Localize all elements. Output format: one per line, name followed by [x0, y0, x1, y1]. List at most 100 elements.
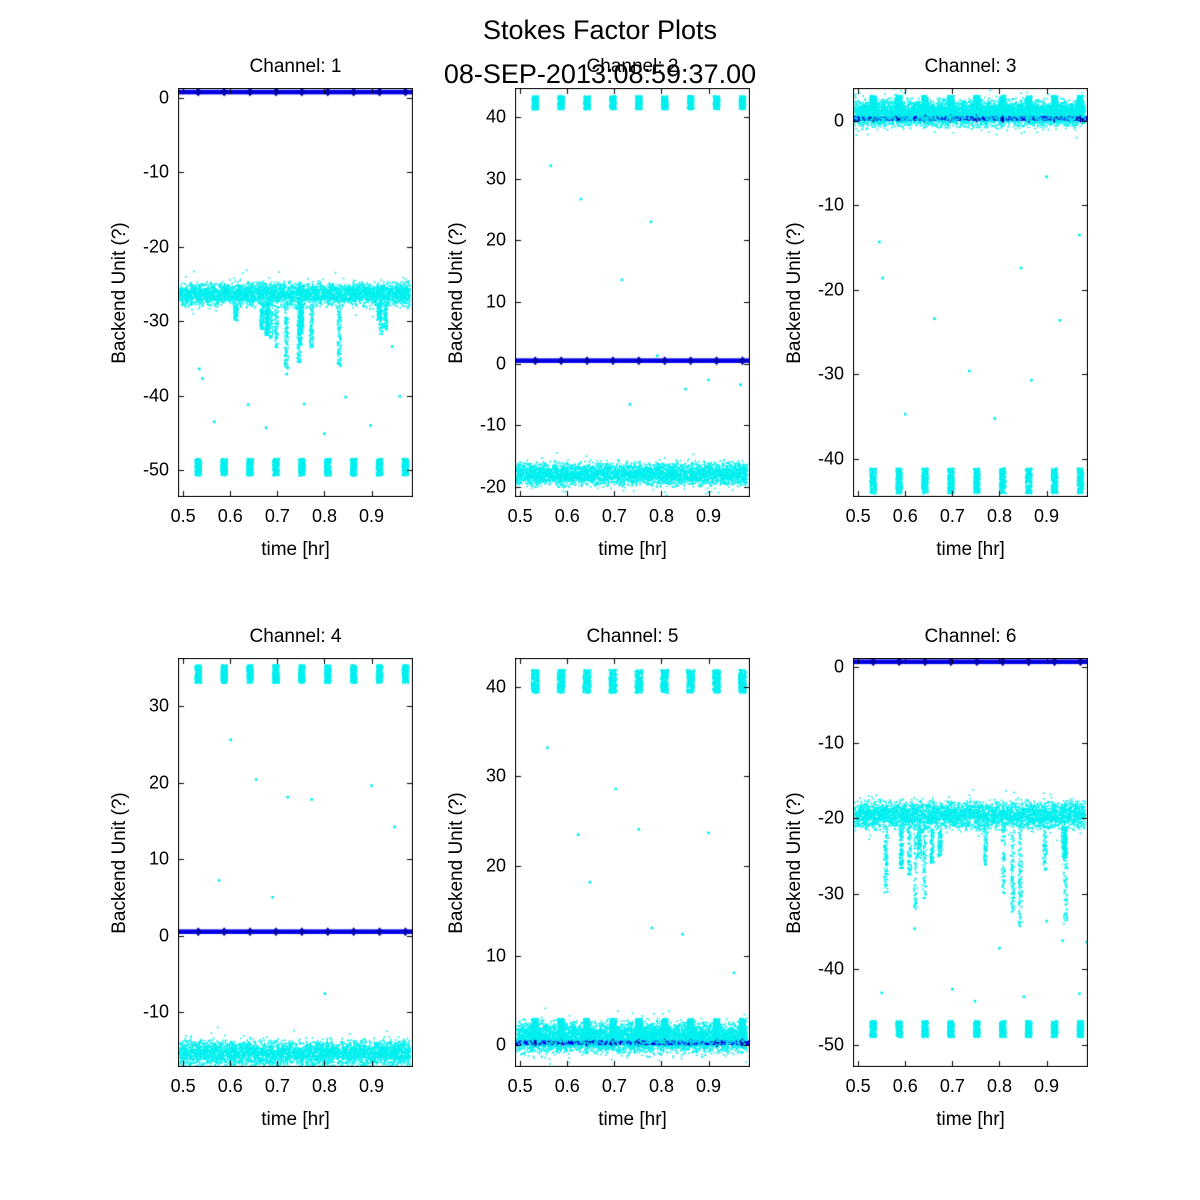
y-tick-label: -30	[142, 310, 169, 331]
x-axis-label: time [hr]	[936, 1109, 1005, 1130]
x-tick-label: 0.8	[986, 506, 1012, 526]
y-tick-label: 40	[485, 106, 506, 127]
y-tick-label: 20	[148, 772, 169, 793]
y-tick-label: -10	[479, 414, 506, 435]
y-tick-label: 10	[485, 291, 506, 312]
y-tick-label: 10	[148, 848, 169, 869]
plot-area-channel-4	[178, 658, 413, 1067]
y-tick-label: -50	[817, 1034, 844, 1055]
x-tick-label: 0.8	[986, 1076, 1012, 1096]
y-axis-label-text: Backend Unit (?)	[109, 221, 131, 364]
x-tick-label: 0.7	[264, 1076, 290, 1096]
x-tick-label: 0.8	[311, 506, 337, 526]
x-tick-label: 0.7	[939, 1076, 965, 1096]
y-tick-label: 0	[833, 110, 844, 131]
x-tick-label: 0.9	[696, 1076, 722, 1096]
figure-title: Stokes Factor Plots	[482, 15, 718, 45]
y-tick-label: -10	[142, 161, 169, 182]
y-tick-label: -40	[817, 448, 844, 469]
x-axis-label: time [hr]	[598, 539, 667, 560]
subplot-channel-6: Channel: 6 Backend Unit (?) time [hr] 0 -…	[784, 626, 1088, 1130]
plot-area-channel-6	[853, 658, 1088, 1067]
y-axis-label: Backend Unit (?)	[445, 658, 469, 1067]
x-tick-label: 0.5	[170, 506, 196, 526]
subplot-title: Channel: 1	[249, 56, 342, 77]
y-axis-label: Backend Unit (?)	[783, 88, 807, 497]
y-tick-label: -40	[817, 958, 844, 979]
y-axis-label: Backend Unit (?)	[445, 88, 469, 497]
y-axis-label: Backend Unit (?)	[108, 88, 132, 497]
y-tick-label: -40	[142, 385, 169, 406]
y-tick-label: 30	[485, 765, 506, 786]
x-tick-label: 0.7	[264, 506, 290, 526]
x-tick-label: 0.9	[1034, 506, 1060, 526]
x-tick-label: 0.9	[1034, 1076, 1060, 1096]
x-tick-label: 0.6	[554, 506, 580, 526]
subplot-channel-5: Channel: 5 Backend Unit (?) time [hr] 0 1…	[446, 626, 750, 1130]
x-axis-label: time [hr]	[598, 1109, 667, 1130]
x-tick-label: 0.9	[359, 506, 385, 526]
y-axis-label-text: Backend Unit (?)	[784, 791, 806, 934]
x-tick-label: 0.6	[892, 506, 918, 526]
x-tick-label: 0.7	[939, 506, 965, 526]
y-axis-label-text: Backend Unit (?)	[446, 221, 468, 364]
y-tick-label: 0	[158, 87, 169, 108]
plot-area-channel-3	[853, 88, 1088, 497]
subplot-title: Channel: 5	[586, 626, 679, 647]
y-tick-label: 30	[485, 168, 506, 189]
y-tick-label: -20	[479, 476, 506, 497]
x-tick-label: 0.7	[601, 506, 627, 526]
subplot-channel-4: Channel: 4 Backend Unit (?) time [hr] 30…	[109, 626, 413, 1130]
subplot-title: Channel: 2	[586, 56, 679, 77]
x-tick-label: 0.6	[217, 506, 243, 526]
x-axis-label: time [hr]	[936, 539, 1005, 560]
y-tick-label: -50	[142, 459, 169, 480]
x-tick-label: 0.9	[359, 1076, 385, 1096]
y-axis-label-text: Backend Unit (?)	[109, 791, 131, 934]
subplot-title: Channel: 4	[249, 626, 342, 647]
subplot-channel-2: Channel: 2 Backend Unit (?) time [hr] 40…	[446, 56, 750, 560]
x-tick-label: 0.6	[217, 1076, 243, 1096]
x-tick-label: 0.8	[648, 506, 674, 526]
plot-area-channel-1	[178, 88, 413, 497]
x-tick-label: 0.9	[696, 506, 722, 526]
x-axis-label: time [hr]	[261, 1109, 330, 1130]
y-axis-label-text: Backend Unit (?)	[784, 221, 806, 364]
y-tick-label: 20	[485, 855, 506, 876]
figure-subtitle-timestamp: 08-SEP-2013:08:59:37.00	[443, 59, 757, 89]
y-tick-label: 40	[485, 676, 506, 697]
subplot-channel-1: Channel: 1 Backend Unit (?) time [hr] 0 -…	[109, 56, 413, 560]
x-tick-label: 0.7	[601, 1076, 627, 1096]
y-tick-label: -20	[817, 279, 844, 300]
y-tick-label: -10	[142, 1001, 169, 1022]
y-tick-label: -10	[817, 732, 844, 753]
y-tick-label: -20	[817, 807, 844, 828]
y-tick-label: 20	[485, 229, 506, 250]
x-tick-label: 0.5	[507, 506, 533, 526]
y-axis-label: Backend Unit (?)	[108, 658, 132, 1067]
x-tick-label: 0.8	[311, 1076, 337, 1096]
x-tick-label: 0.6	[554, 1076, 580, 1096]
y-tick-label: 0	[158, 925, 169, 945]
x-tick-label: 0.8	[648, 1076, 674, 1096]
y-tick-label: 0	[495, 1034, 506, 1055]
y-axis-label: Backend Unit (?)	[783, 658, 807, 1067]
x-axis-label: time [hr]	[261, 539, 330, 560]
y-tick-label: 0	[495, 353, 506, 374]
y-tick-label: -30	[817, 883, 844, 904]
subplot-channel-3: Channel: 3 Backend Unit (?) time [hr] 0 -…	[784, 56, 1088, 560]
plot-area-channel-5	[515, 658, 750, 1067]
x-tick-label: 0.5	[845, 1076, 871, 1096]
y-tick-label: 30	[148, 695, 169, 716]
subplot-title: Channel: 3	[924, 56, 1017, 77]
x-tick-label: 0.5	[170, 1076, 196, 1096]
plot-area-channel-2	[515, 88, 750, 497]
y-tick-label: -30	[817, 363, 844, 384]
y-tick-label: 10	[485, 945, 506, 966]
y-axis-label-text: Backend Unit (?)	[446, 791, 468, 934]
x-tick-label: 0.5	[845, 506, 871, 526]
y-tick-label: -10	[817, 194, 844, 215]
subplot-title: Channel: 6	[924, 626, 1017, 647]
x-tick-label: 0.6	[892, 1076, 918, 1096]
